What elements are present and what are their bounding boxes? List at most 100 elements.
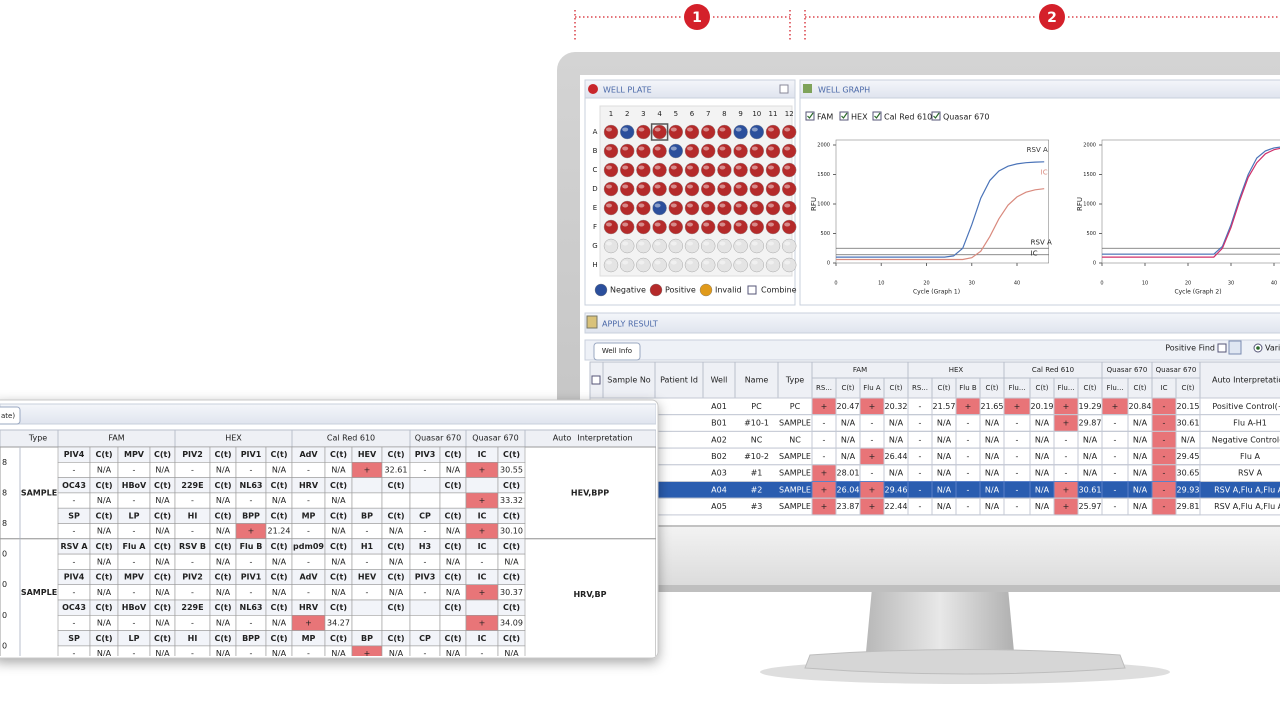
- well-highlight: [638, 184, 645, 189]
- panel-icon: [586, 315, 598, 329]
- subcolumn-header: C(t): [937, 384, 950, 392]
- well-highlight: [638, 146, 645, 151]
- well-highlight: [735, 165, 742, 170]
- detail-value: -: [250, 649, 253, 658]
- detail-value: C(t): [214, 511, 231, 520]
- well-highlight: [703, 222, 710, 227]
- detail-value: -: [307, 588, 310, 597]
- table-header: [589, 361, 1280, 399]
- group-header: HEX: [949, 366, 964, 374]
- well-highlight: [768, 241, 774, 246]
- cell-value: +: [1063, 485, 1070, 494]
- threshold-label: RSV A: [1031, 238, 1052, 246]
- well: [684, 257, 700, 273]
- search-button[interactable]: [1228, 340, 1242, 355]
- well-highlight: [654, 222, 661, 227]
- check: [933, 112, 940, 119]
- well-highlight: [654, 241, 661, 246]
- cell-well: B02: [711, 452, 727, 461]
- well: [782, 143, 797, 159]
- cell-value: -: [967, 502, 970, 511]
- well: [684, 200, 700, 216]
- panel-title: APPLY RESULT: [602, 320, 658, 329]
- badge-label: 2: [1047, 10, 1057, 26]
- cell-value: 29.81: [1177, 502, 1200, 511]
- detail-value: pdm09: [293, 542, 324, 551]
- detail-value: 32.61: [385, 465, 408, 474]
- tab[interactable]: [593, 342, 641, 361]
- cell-interpretation: Negative Control(-): [1212, 435, 1280, 444]
- detail-value: C(t): [330, 603, 347, 612]
- legend-swatch: [649, 283, 663, 297]
- panel-icon: [588, 84, 598, 94]
- plot-frame: [1101, 139, 1280, 264]
- detail-value: N/A: [216, 557, 231, 566]
- row-label: B: [593, 147, 598, 155]
- badge: [1039, 4, 1065, 30]
- positive-find-checkbox[interactable]: [1217, 343, 1227, 353]
- well: [684, 181, 700, 197]
- well: [733, 257, 748, 273]
- detail-value: N/A: [389, 649, 404, 658]
- cell-name: #10-1: [744, 419, 769, 428]
- cell-value: -: [1163, 435, 1166, 444]
- detail-value: +: [248, 527, 255, 536]
- row-stub: 0: [2, 611, 7, 620]
- detail-interpretation: HRV,BP: [573, 590, 606, 599]
- column-label: 10: [752, 110, 761, 118]
- cell-value: -: [919, 419, 922, 428]
- well-highlight: [622, 203, 629, 208]
- detail-value: BPP: [242, 511, 260, 520]
- cell-value: 30.61: [1079, 485, 1102, 494]
- detail-value: -: [191, 588, 194, 597]
- well: [636, 124, 651, 140]
- detail-value: 229E: [181, 481, 203, 490]
- well-highlight: [654, 260, 661, 265]
- cell-value: +: [1063, 402, 1070, 411]
- detail-value: MPV: [124, 450, 145, 459]
- x-tick-label: 0: [834, 281, 837, 287]
- detail-value: -: [191, 527, 194, 536]
- well: [603, 200, 619, 216]
- well-highlight: [606, 127, 612, 132]
- x-tick-label: 40: [1014, 281, 1020, 287]
- cell-value: N/A: [1035, 435, 1050, 444]
- detail-value: OC43: [62, 481, 86, 490]
- subcolumn-header: C(t): [889, 384, 902, 392]
- tab[interactable]: [0, 406, 21, 425]
- well: [668, 181, 683, 197]
- well-highlight: [751, 127, 758, 132]
- column-label: 11: [769, 110, 778, 118]
- detail-cell: [381, 492, 411, 509]
- well-highlight: [703, 165, 710, 170]
- detail-value: -: [191, 557, 194, 566]
- y-tick-label: 2000: [817, 143, 830, 149]
- cell-value: 29.45: [1177, 452, 1200, 461]
- detail-value: +: [479, 496, 486, 505]
- well: [684, 143, 700, 159]
- detail-value: PIV1: [241, 450, 262, 459]
- filter-label: Quasar 670: [943, 113, 989, 122]
- subcolumn-header: Flu...: [1057, 384, 1074, 392]
- detail-value: 34.09: [500, 618, 523, 627]
- detail-value: HBoV: [122, 603, 147, 612]
- cell-type: NC: [789, 435, 801, 444]
- detail-value: -: [250, 618, 253, 627]
- well-highlight: [751, 222, 758, 227]
- well-highlight: [670, 165, 677, 170]
- well-highlight: [670, 222, 677, 227]
- detail-value: MP: [302, 511, 316, 520]
- cell-type: SAMPLE: [779, 469, 811, 478]
- detail-cell: [439, 614, 467, 631]
- cell-value: N/A: [1133, 502, 1148, 511]
- detail-value: C(t): [214, 450, 231, 459]
- well: [782, 219, 797, 235]
- x-tick-label: 30: [969, 281, 975, 287]
- check: [841, 112, 848, 119]
- cell-value: -: [919, 485, 922, 494]
- subcolumn-header: RS...: [816, 384, 832, 392]
- well: [782, 257, 797, 273]
- detail-value: C(t): [387, 634, 404, 643]
- detail-value: -: [73, 557, 76, 566]
